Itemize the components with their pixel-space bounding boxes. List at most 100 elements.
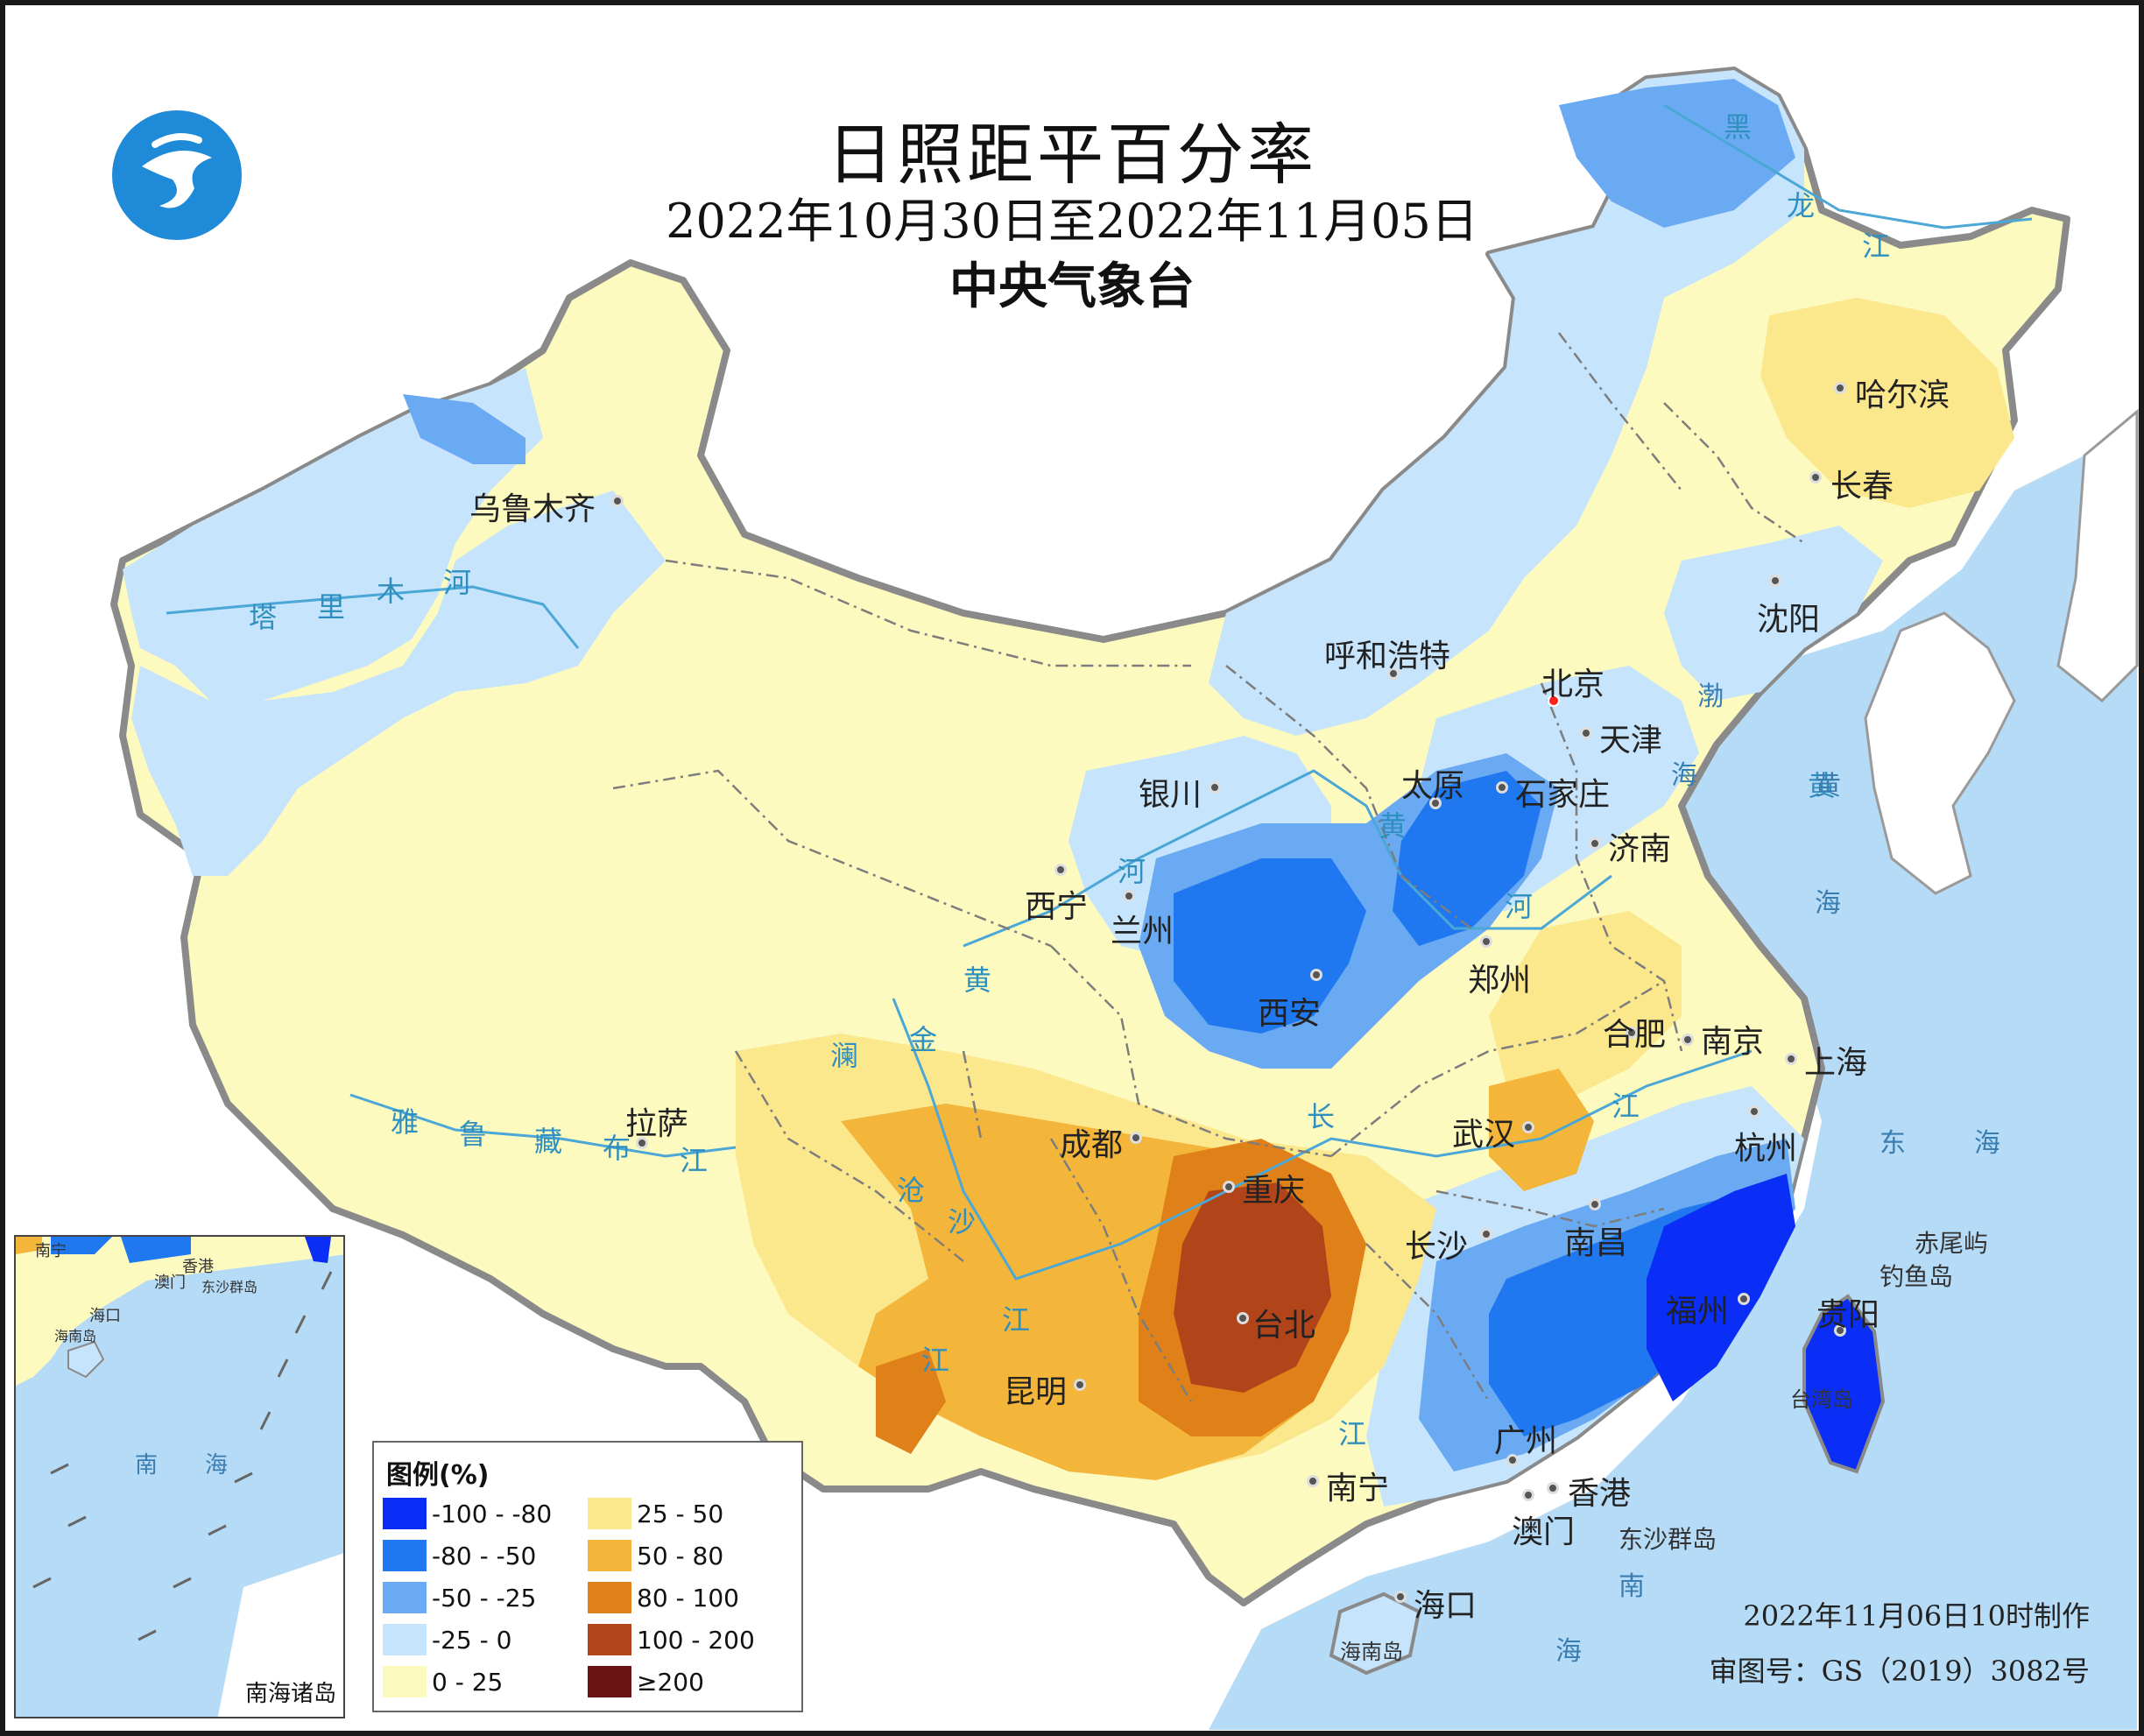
river-label: 里: [317, 590, 346, 624]
city-nanning: 南宁: [1326, 1471, 1390, 1507]
city-dot: [636, 1137, 648, 1149]
city-urumqi: 乌鲁木齐: [469, 491, 596, 527]
inset-place: 南宁: [35, 1242, 67, 1260]
city-dot: [1580, 727, 1592, 739]
region-neg80-henan: [1393, 771, 1541, 946]
island-label: 钓鱼岛: [1880, 1262, 1954, 1291]
river-label: 黑: [1724, 110, 1753, 144]
river-label: 布: [603, 1132, 631, 1165]
sea-label: 海: [1974, 1128, 2000, 1159]
legend-label: -80 - -50: [432, 1541, 537, 1570]
legend-swatch: [588, 1582, 631, 1613]
region-neg25-xinjiang-west: [131, 490, 666, 876]
city-dot: [1480, 935, 1492, 948]
city-chengdu: 成都: [1060, 1127, 1124, 1163]
city-lhasa: 拉萨: [625, 1106, 689, 1142]
south-china-sea-inset: 南宁 香港 澳门 东沙群岛 海口 海南岛 南 海 南海诸岛: [14, 1235, 345, 1718]
river-label: 河: [443, 566, 472, 599]
river-label: 沧: [897, 1174, 926, 1207]
city-taipei: 贵阳: [1816, 1297, 1880, 1333]
inset-place: 东沙群岛: [201, 1279, 258, 1295]
city-dot: [1237, 1312, 1249, 1324]
region-neg25-liaoning: [1664, 526, 1883, 701]
region-neg25-north: [1209, 70, 1804, 736]
city-dot: [1394, 1591, 1407, 1603]
city-guangzhou: 广州: [1494, 1423, 1558, 1459]
region-neg80-shaanxi: [1174, 858, 1366, 1034]
amur-river: [1663, 103, 2033, 229]
inset-map: [16, 1237, 343, 1717]
legend-item: 50 - 80: [588, 1539, 723, 1572]
city-hohhot: 呼和浩特: [1324, 639, 1451, 674]
province-boundaries: [612, 332, 1805, 1402]
city-dot: [1480, 1228, 1492, 1240]
river-label: 江: [1612, 1090, 1640, 1123]
island-label: 赤尾屿: [1915, 1229, 1989, 1258]
inset-place: 香港: [182, 1258, 214, 1276]
city-dot: [1834, 1324, 1846, 1337]
city-taiyuan: 太原: [1401, 768, 1465, 804]
city-dot: [1054, 864, 1067, 876]
river-label: 澜: [830, 1039, 859, 1072]
region-50-wuhan: [1489, 1069, 1594, 1191]
river-label: 鲁: [459, 1118, 488, 1151]
legend-label: ≥200: [637, 1667, 704, 1697]
legend-swatch: [383, 1540, 427, 1571]
city-shijiazhuang: 石家庄: [1515, 777, 1611, 813]
legend-label: -25 - 0: [432, 1625, 512, 1655]
city-dot: [611, 495, 624, 507]
city-chongqing: 重庆: [1242, 1173, 1306, 1209]
city-dot: [1429, 797, 1442, 809]
yellow-river: [963, 769, 1612, 948]
city-tianjin: 天津: [1599, 723, 1663, 759]
city-dot: [1123, 890, 1135, 902]
legend-swatch: [383, 1498, 427, 1529]
city-xining: 西宁: [1025, 889, 1089, 925]
yarlung-river: [349, 1093, 737, 1158]
city-guiyang: 台北: [1252, 1308, 1316, 1344]
legend: 图例(%) -100 - -80 -80 - -50 -50 - -25 -25 - …: [372, 1441, 803, 1712]
legend-swatch: [383, 1582, 427, 1613]
legend-swatch: [383, 1666, 427, 1697]
city-harbin: 哈尔滨: [1855, 378, 1950, 413]
sea-label: 黄: [1815, 771, 1841, 801]
legend-item: 25 - 50: [588, 1497, 723, 1530]
tarim-river: [166, 585, 580, 649]
region-25-east: [1489, 911, 1682, 1104]
legend-item: -25 - 0: [383, 1623, 511, 1656]
legend-swatch: [383, 1624, 427, 1655]
city-changsha: 长沙: [1405, 1229, 1469, 1265]
city-dot: [1738, 1293, 1750, 1305]
river-label: 金: [909, 1023, 938, 1056]
sea-label: 海: [1815, 888, 1841, 919]
city-fuzhou: 福州: [1666, 1294, 1730, 1330]
map-period: 2022年10月30日至2022年11月05日: [666, 194, 1478, 249]
city-dot: [1589, 837, 1601, 850]
city-dot: [1307, 1475, 1319, 1487]
hainan-island: [1329, 1591, 1421, 1676]
city-xian: 西安: [1258, 996, 1322, 1032]
river-label: 江: [1002, 1303, 1031, 1337]
city-wuhan: 武汉: [1452, 1117, 1516, 1153]
city-dot: [1506, 1454, 1519, 1466]
city-changchun: 长春: [1830, 469, 1894, 505]
region-80-yunnan: [876, 1349, 946, 1454]
river-label: 龙: [1787, 189, 1816, 222]
island-label: 台湾岛: [1790, 1387, 1853, 1412]
city-dot: [1589, 1198, 1601, 1210]
legend-title: 图例(%): [386, 1460, 490, 1491]
inset-sea-label: 海: [205, 1452, 229, 1478]
legend-label: 50 - 80: [637, 1541, 724, 1570]
city-hangzhou: 杭州: [1734, 1131, 1798, 1167]
inset-place: 海口: [89, 1307, 121, 1325]
legend-swatch: [588, 1624, 631, 1655]
river-label: 江: [680, 1144, 709, 1177]
river-label: 江: [1862, 229, 1891, 263]
river-label: 藏: [534, 1125, 563, 1158]
city-dot: [1223, 1181, 1235, 1193]
city-dot: [1834, 382, 1846, 394]
city-kunming: 昆明: [1004, 1374, 1068, 1410]
legend-label: 100 - 200: [637, 1625, 755, 1655]
legend-swatch: [588, 1666, 631, 1697]
city-nanchang: 南昌: [1564, 1225, 1628, 1261]
